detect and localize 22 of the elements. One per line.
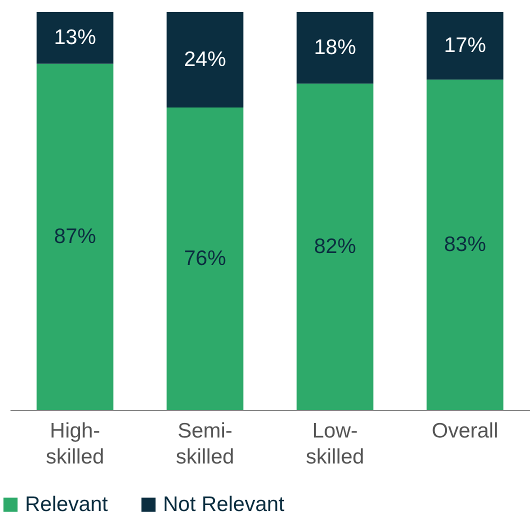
bar — [426, 12, 504, 80]
bar — [166, 12, 244, 108]
data-label: 76% — [184, 246, 226, 270]
data-label: 17% — [444, 34, 486, 57]
data-label: 18% — [314, 36, 356, 59]
bar — [36, 64, 114, 410]
bar — [296, 12, 374, 84]
legend-label: Relevant — [25, 492, 108, 516]
legend-label: Not Relevant — [163, 492, 285, 516]
data-label: 24% — [184, 48, 226, 71]
x-tick-label: Overall — [432, 420, 498, 442]
data-label: 82% — [314, 234, 356, 258]
x-tick-label: High-skilled — [46, 420, 104, 468]
bar — [36, 12, 114, 64]
bar — [166, 108, 244, 410]
bar — [296, 84, 374, 410]
data-label: 87% — [54, 224, 96, 248]
data-label: 13% — [54, 26, 96, 49]
data-label: 83% — [444, 232, 486, 256]
bar — [426, 80, 504, 410]
x-tick-label: Low-skilled — [306, 420, 364, 468]
x-tick-label: Semi-skilled — [176, 420, 234, 468]
